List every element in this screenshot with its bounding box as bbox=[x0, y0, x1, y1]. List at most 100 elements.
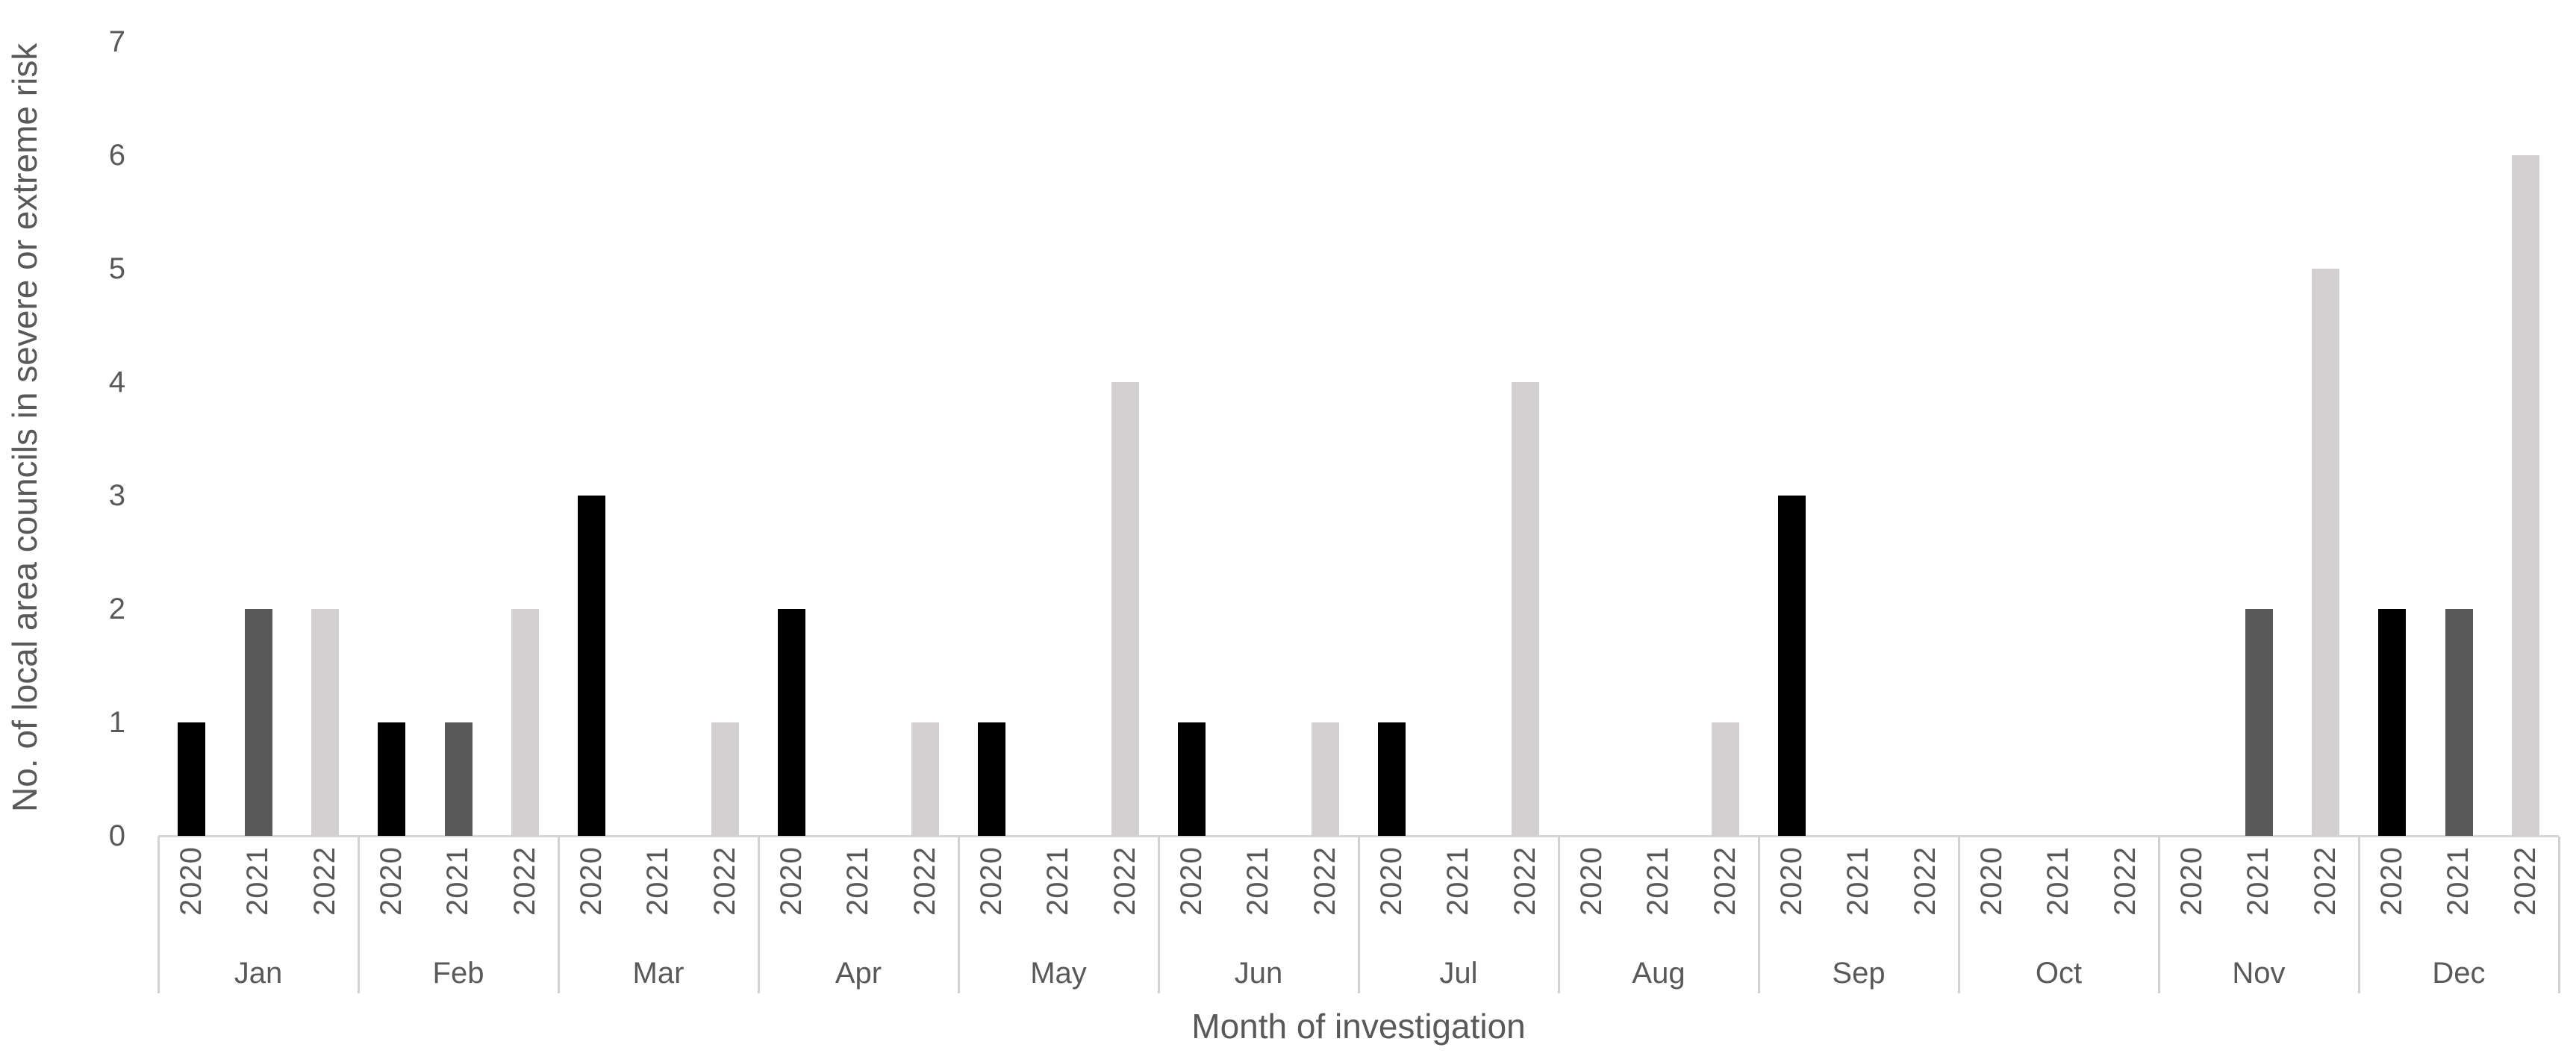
year-label: 2020 bbox=[758, 846, 825, 977]
year-label: 2021 bbox=[2425, 846, 2492, 977]
year-label-text: 2022 bbox=[1308, 846, 1341, 916]
month-label: Mar bbox=[632, 957, 684, 990]
year-label-text: 2021 bbox=[641, 846, 675, 916]
year-label-text: 2021 bbox=[2042, 846, 2075, 916]
year-label-text: 2020 bbox=[1775, 846, 1809, 916]
year-label: 2022 bbox=[1292, 846, 1359, 977]
year-label-text: 2020 bbox=[1175, 846, 1209, 916]
x-axis-baseline bbox=[158, 835, 2559, 837]
bar-2020-mar bbox=[578, 496, 606, 836]
month-label: Jun bbox=[1234, 957, 1283, 990]
year-label-text: 2021 bbox=[841, 846, 875, 916]
year-label: 2020 bbox=[2359, 846, 2425, 977]
bar-2022-mar bbox=[711, 722, 739, 836]
year-label: 2021 bbox=[2025, 846, 2092, 977]
year-label: 2020 bbox=[158, 846, 225, 977]
bar-2020-jun bbox=[1178, 722, 1206, 836]
year-label: 2021 bbox=[425, 846, 491, 977]
year-label-text: 2022 bbox=[308, 846, 341, 916]
year-label-text: 2022 bbox=[2308, 846, 2342, 916]
year-label-text: 2021 bbox=[1041, 846, 1075, 916]
year-label-text: 2022 bbox=[1508, 846, 1541, 916]
year-label-text: 2020 bbox=[375, 846, 408, 916]
x-axis-title: Month of investigation bbox=[1191, 1007, 1526, 1046]
year-label-text: 2020 bbox=[975, 846, 1008, 916]
y-tick-label: 4 bbox=[108, 366, 125, 399]
bar-2021-nov bbox=[2245, 609, 2273, 836]
year-label-text: 2020 bbox=[175, 846, 208, 916]
y-tick-label: 0 bbox=[108, 819, 125, 852]
year-label: 2021 bbox=[625, 846, 691, 977]
bar-2022-jul bbox=[1511, 382, 1539, 836]
year-label-text: 2021 bbox=[2242, 846, 2275, 916]
year-label-text: 2021 bbox=[1841, 846, 1875, 916]
bar-2022-jan bbox=[311, 609, 339, 836]
bar-2022-jun bbox=[1311, 722, 1339, 836]
year-label-text: 2022 bbox=[1908, 846, 1942, 916]
year-label: 2021 bbox=[1225, 846, 1291, 977]
bar-2022-may bbox=[1111, 382, 1139, 836]
year-label: 2021 bbox=[1825, 846, 1892, 977]
year-label: 2022 bbox=[1692, 846, 1759, 977]
month-label: Oct bbox=[2035, 957, 2083, 990]
month-separator bbox=[157, 837, 160, 993]
bar-2020-sep bbox=[1778, 496, 1806, 836]
month-separator bbox=[757, 837, 760, 993]
bar-2020-apr bbox=[778, 609, 806, 836]
year-label-text: 2021 bbox=[2442, 846, 2475, 916]
y-tick-label: 5 bbox=[108, 252, 125, 285]
year-label: 2022 bbox=[492, 846, 558, 977]
year-label: 2021 bbox=[825, 846, 891, 977]
year-label-text: 2020 bbox=[1975, 846, 2009, 916]
year-label-text: 2022 bbox=[908, 846, 941, 916]
month-label: Aug bbox=[1632, 957, 1685, 990]
year-label: 2020 bbox=[1359, 846, 1425, 977]
y-tick-label: 6 bbox=[108, 139, 125, 172]
bar-2020-dec bbox=[2378, 609, 2407, 836]
month-label: Sep bbox=[1832, 957, 1886, 990]
year-label-text: 2021 bbox=[441, 846, 475, 916]
month-label: Feb bbox=[432, 957, 484, 990]
month-label: Jul bbox=[1439, 957, 1478, 990]
month-label: May bbox=[1030, 957, 1087, 990]
year-label-text: 2021 bbox=[1441, 846, 1475, 916]
bar-2022-dec bbox=[2511, 155, 2539, 836]
month-separator bbox=[2557, 837, 2560, 993]
month-separator bbox=[1157, 837, 1160, 993]
year-label: 2020 bbox=[2159, 846, 2225, 977]
year-label: 2022 bbox=[292, 846, 358, 977]
year-label: 2022 bbox=[1892, 846, 1959, 977]
year-label-text: 2021 bbox=[241, 846, 275, 916]
y-tick-label: 3 bbox=[108, 479, 125, 512]
bar-2020-jul bbox=[1378, 722, 1406, 836]
year-label: 2021 bbox=[1425, 846, 1491, 977]
year-label: 2021 bbox=[2225, 846, 2292, 977]
bar-2022-nov bbox=[2311, 269, 2339, 836]
year-label: 2022 bbox=[2292, 846, 2359, 977]
year-label-text: 2022 bbox=[1708, 846, 1741, 916]
month-separator bbox=[1557, 837, 1560, 993]
bar-2022-apr bbox=[911, 722, 939, 836]
year-label: 2021 bbox=[1025, 846, 1091, 977]
year-label: 2022 bbox=[2092, 846, 2159, 977]
year-label-text: 2020 bbox=[2375, 846, 2409, 916]
bar-2021-feb bbox=[444, 722, 473, 836]
bar-2020-feb bbox=[378, 722, 406, 836]
year-label-text: 2022 bbox=[708, 846, 741, 916]
year-label: 2020 bbox=[558, 846, 625, 977]
year-label-text: 2022 bbox=[2108, 846, 2142, 916]
year-label-text: 2022 bbox=[1108, 846, 1141, 916]
bar-2020-may bbox=[978, 722, 1006, 836]
year-label: 2022 bbox=[1092, 846, 1158, 977]
month-separator bbox=[1357, 837, 1360, 993]
month-label: Jan bbox=[234, 957, 283, 990]
year-label-text: 2020 bbox=[1575, 846, 1609, 916]
year-label: 2020 bbox=[1959, 846, 2025, 977]
year-label: 2020 bbox=[1158, 846, 1225, 977]
month-separator bbox=[957, 837, 960, 993]
year-label: 2020 bbox=[1559, 846, 1625, 977]
bar-2021-dec bbox=[2445, 609, 2473, 836]
y-tick-label: 1 bbox=[108, 706, 125, 739]
month-label: Apr bbox=[835, 957, 882, 990]
